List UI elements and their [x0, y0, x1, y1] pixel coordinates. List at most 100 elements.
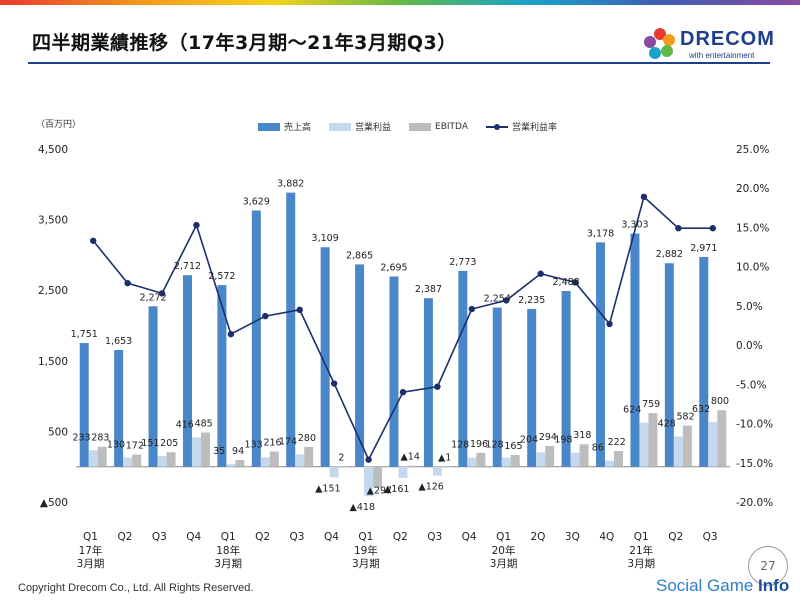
x-tick-fiscal-year: 3月期: [77, 558, 105, 570]
bar-sales: [423, 298, 433, 467]
point-op-margin: [296, 306, 303, 314]
label-op-income: ▲126: [418, 482, 443, 493]
label-op-income: 35: [213, 446, 225, 457]
bar-ebitda: [373, 466, 383, 488]
legend-swatch-op-margin: [485, 123, 508, 131]
legend-label-op-income: 営業利益: [355, 123, 392, 133]
label-op-income: 198: [554, 435, 572, 446]
label-ebitda: 800: [711, 396, 729, 407]
point-op-margin: [90, 237, 97, 244]
label-sales: 2,773: [449, 257, 476, 268]
bar-sales: [527, 308, 537, 467]
point-op-margin: [399, 388, 407, 396]
x-tick-quarter: Q1: [496, 531, 511, 543]
bar-sales: [148, 306, 158, 467]
bar-op-income: [398, 466, 408, 479]
label-op-income: 133: [245, 439, 263, 450]
x-tick-quarter: Q3: [703, 531, 718, 543]
y-tick-right: 0.0%: [736, 340, 763, 352]
label-ebitda: 318: [573, 430, 591, 441]
label-ebitda: ▲14: [400, 452, 419, 463]
label-ebitda: 216: [263, 437, 281, 448]
logo-tagline: with entertainment: [689, 51, 755, 60]
bar-ebitda: [441, 466, 451, 468]
y-tick-left: 4,500: [38, 144, 68, 156]
point-op-margin: [227, 330, 235, 338]
label-sales: 2,882: [656, 249, 683, 260]
label-sales: 3,629: [243, 196, 270, 207]
label-op-income: 86: [592, 443, 604, 454]
bar-op-income: [157, 456, 167, 467]
x-tick-fiscal-year: 3月期: [627, 558, 655, 570]
x-tick-fiscal-year: 21年: [629, 544, 653, 557]
y-tick-left: 1,500: [38, 356, 68, 368]
y-tick-right: -10.0%: [736, 419, 773, 431]
bar-op-income: [673, 436, 683, 467]
label-op-income: ▲418: [350, 502, 375, 513]
x-tick-fiscal-year: 3月期: [490, 558, 518, 570]
x-tick-quarter: Q1: [358, 531, 373, 543]
label-op-income: 416: [176, 419, 194, 430]
y-tick-left: 500: [48, 426, 68, 438]
bar-sales: [492, 307, 502, 467]
legend-swatch-sales: [258, 122, 280, 131]
bar-ebitda: [407, 465, 417, 467]
x-tick-fiscal-year: 17年: [79, 544, 103, 557]
label-sales: 1,653: [105, 336, 132, 347]
x-tick-quarter: Q3: [427, 531, 442, 543]
legend-label-ebitda: EBITDA: [435, 121, 468, 132]
label-op-income: 128: [485, 440, 503, 451]
x-tick-quarter: Q2: [117, 531, 132, 543]
label-sales: 2,254: [484, 294, 511, 305]
bar-sales: [286, 192, 296, 467]
label-sales: 2,695: [380, 262, 407, 273]
bar-ebitda: [166, 452, 176, 467]
bar-ebitda: [579, 444, 589, 467]
legend-item-op-income: 営業利益: [329, 120, 391, 133]
label-ebitda: 2: [338, 453, 344, 464]
label-ebitda: ▲297: [367, 486, 392, 497]
legend-swatch-ebitda: [409, 122, 432, 131]
bar-ebitda: [269, 451, 279, 467]
x-tick-quarter: Q2: [393, 531, 408, 543]
point-op-margin: [262, 312, 269, 320]
bar-sales: [596, 242, 606, 467]
label-op-income: 151: [141, 438, 159, 449]
label-ebitda: 582: [676, 412, 694, 423]
unit-label: （百万円）: [36, 120, 82, 130]
watermark-bold: Info: [758, 576, 790, 595]
label-sales: 2,272: [139, 292, 166, 303]
point-op-margin: [537, 270, 544, 277]
label-ebitda: 222: [608, 437, 626, 448]
label-ebitda: 205: [160, 438, 178, 449]
y-tick-right: 15.0%: [736, 222, 769, 234]
bar-sales: [389, 276, 399, 467]
label-ebitda: 165: [504, 441, 522, 452]
label-sales: 2,387: [415, 284, 442, 295]
x-tick-quarter: Q3: [152, 531, 167, 543]
y-tick-left: 3,500: [38, 215, 68, 227]
x-tick-quarter: 4Q: [599, 531, 614, 543]
label-ebitda: 196: [470, 439, 488, 450]
label-sales: 3,303: [621, 220, 648, 231]
label-sales: 3,882: [277, 179, 304, 190]
legend-item-sales: 売上高: [258, 120, 311, 133]
watermark-text: Social Game: [656, 576, 759, 595]
label-op-income: 130: [107, 440, 125, 451]
x-tick-quarter: Q4: [324, 531, 339, 543]
label-op-income: 428: [658, 418, 676, 429]
bar-sales: [355, 264, 365, 467]
bar-ebitda: [304, 446, 314, 467]
bar-sales: [664, 263, 674, 467]
label-ebitda: 759: [642, 399, 660, 410]
drecom-logo-icon: [644, 28, 675, 59]
label-op-income: ▲151: [315, 483, 340, 494]
y-tick-right: -15.0%: [736, 458, 773, 470]
legend-swatch-op-income: [329, 122, 352, 131]
point-op-margin: [158, 290, 166, 297]
label-op-income: 204: [520, 434, 538, 445]
label-sales: 1,751: [71, 329, 98, 340]
point-op-margin: [640, 193, 648, 201]
label-sales: 2,865: [346, 250, 373, 261]
bar-op-income: [605, 460, 615, 467]
